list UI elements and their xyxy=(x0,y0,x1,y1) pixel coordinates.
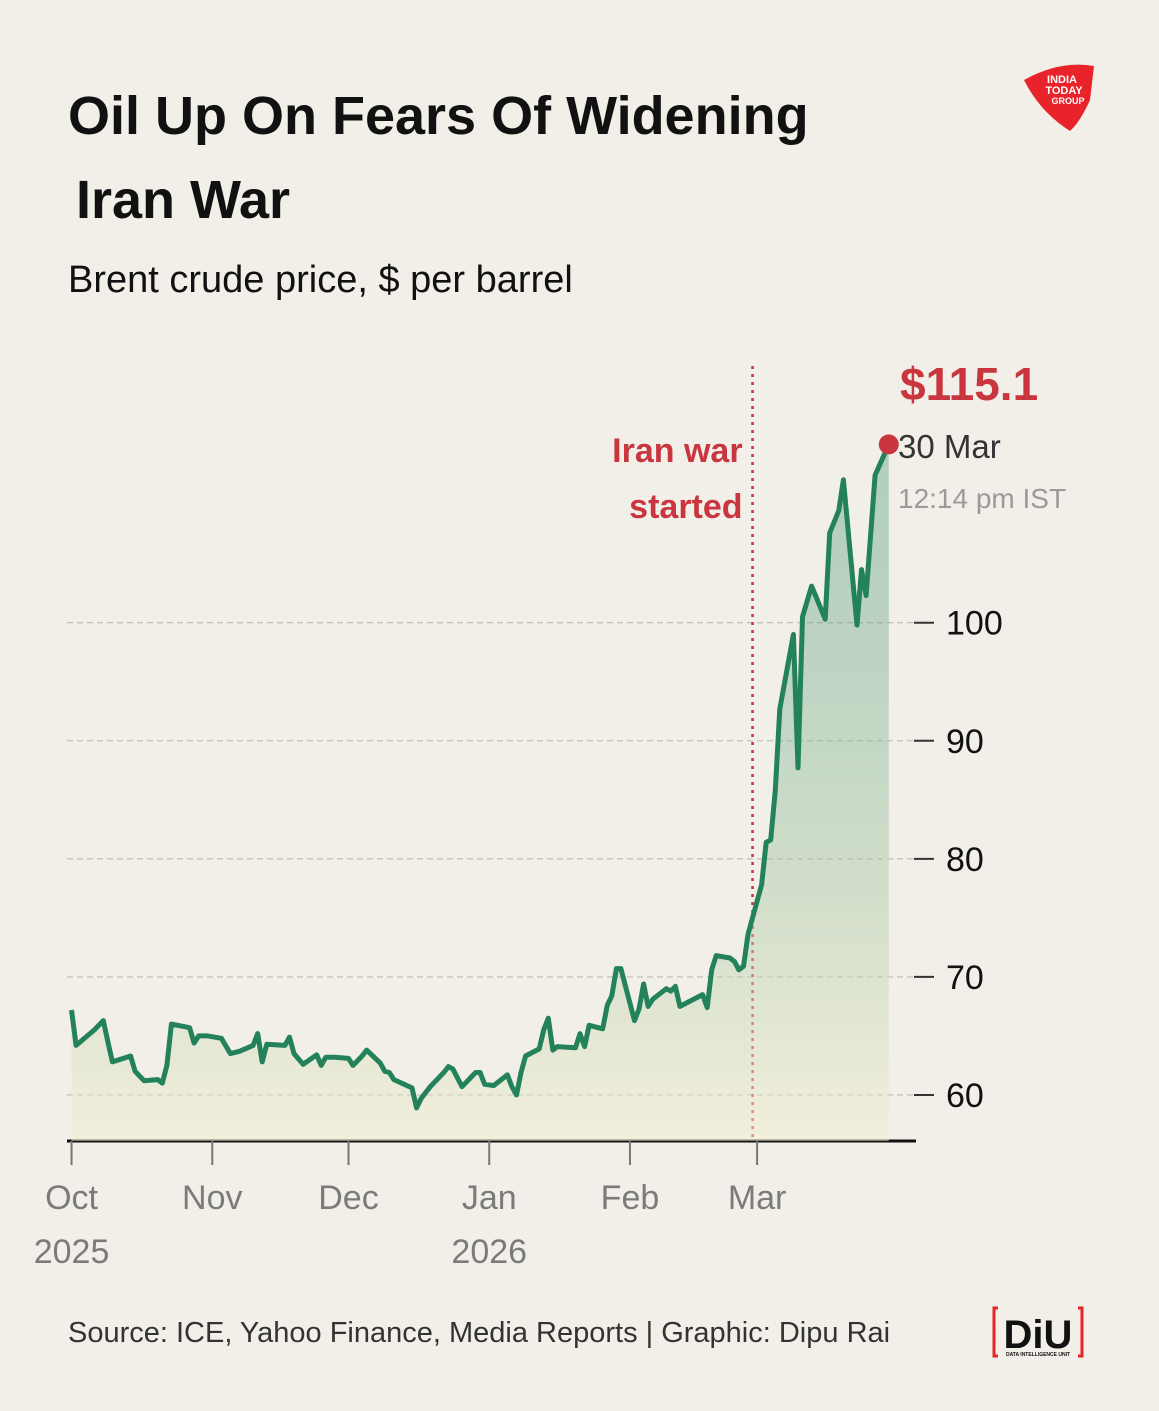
logo-text: DATA INTELLIGENCE UNIT xyxy=(1006,1352,1070,1358)
unit-logo: DiU DATA INTELLIGENCE UNIT xyxy=(992,1306,1084,1358)
end-date-label: 30 Mar xyxy=(898,428,1001,465)
publisher-logo: INDIA TODAY GROUP xyxy=(1024,64,1094,131)
x-tick-label: Feb xyxy=(601,1179,660,1217)
event-label: started xyxy=(629,488,742,526)
source: Source: ICE, Yahoo Finance, Media Report… xyxy=(68,1317,890,1349)
y-tick-label: 90 xyxy=(946,723,984,761)
end-value-label: $115.1 xyxy=(900,358,1038,410)
logo-text: DiU xyxy=(1004,1313,1073,1357)
y-tick-label: 80 xyxy=(946,841,984,879)
price-line xyxy=(69,443,892,1111)
x-tick-label: Oct xyxy=(45,1179,98,1217)
x-tick-label: Jan xyxy=(462,1179,517,1217)
event-label: Iran war xyxy=(612,432,742,470)
logo-text: TODAY xyxy=(1045,85,1083,97)
x-tick-label: Mar xyxy=(728,1179,787,1217)
x-year-label: 2026 xyxy=(451,1233,527,1271)
area xyxy=(71,444,889,1141)
logo-shield xyxy=(1024,64,1094,131)
chart-subtitle: Brent crude price, $ per barrel xyxy=(68,259,573,301)
end-point xyxy=(878,434,899,455)
end-time-label: 12:14 pm IST xyxy=(898,483,1066,514)
x-year-label: 2025 xyxy=(34,1233,110,1271)
chart-title: Iran War xyxy=(76,170,290,230)
chart-title: Oil Up On Fears Of Widening xyxy=(68,86,809,146)
x-tick-label: Nov xyxy=(182,1179,242,1217)
logo-text: INDIA xyxy=(1047,74,1077,86)
y-tick-label: 60 xyxy=(946,1077,984,1115)
y-tick-label: 70 xyxy=(946,959,984,997)
logo-text: GROUP xyxy=(1051,96,1084,106)
x-tick-label: Dec xyxy=(318,1179,378,1217)
logo-bracket xyxy=(992,1306,1084,1358)
y-tick-label: 100 xyxy=(946,605,1003,643)
